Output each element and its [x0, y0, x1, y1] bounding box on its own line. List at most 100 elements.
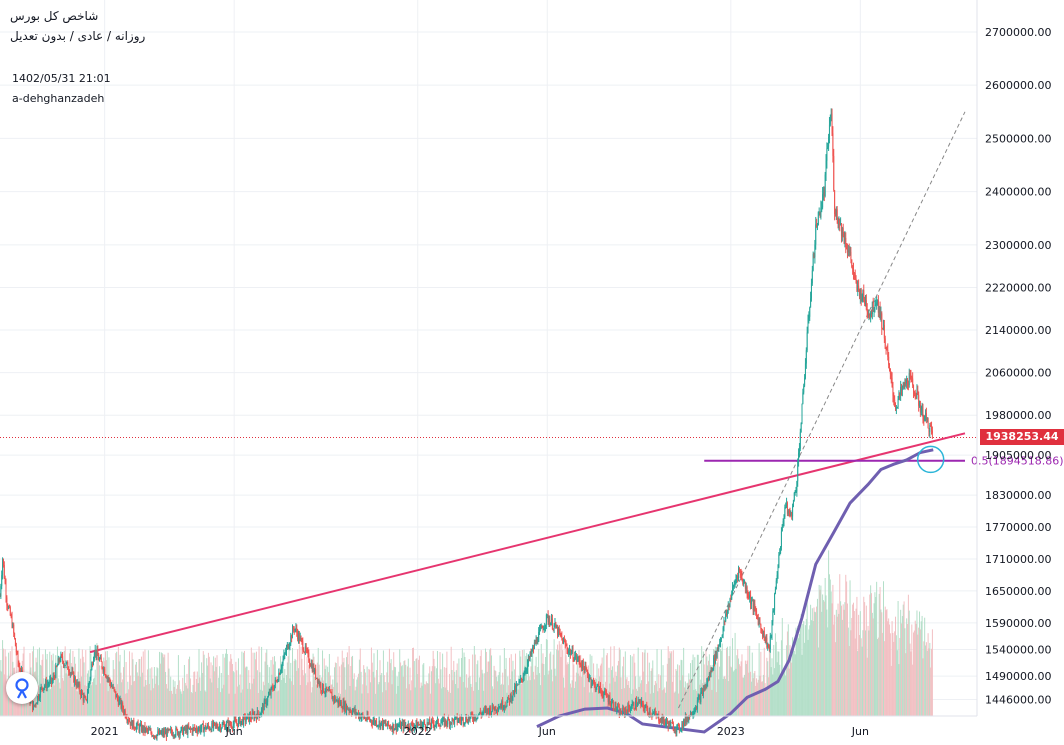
volume-bar: [533, 671, 535, 716]
volume-bar: [70, 662, 72, 716]
volume-bar: [407, 658, 409, 716]
volume-bar: [831, 603, 833, 716]
candle-body: [287, 644, 289, 649]
candle-body: [533, 642, 535, 649]
volume-bar: [351, 656, 353, 716]
volume-bar: [327, 666, 329, 716]
logo-button[interactable]: [6, 672, 38, 704]
candle-body: [501, 701, 503, 709]
y-tick-label: 1490000.00: [985, 670, 1051, 683]
candle-body: [524, 671, 526, 676]
candle-body: [448, 718, 450, 721]
volume-bar: [353, 673, 355, 716]
volume-bar: [484, 673, 486, 716]
volume-bar: [72, 650, 74, 716]
candle-body: [794, 491, 796, 494]
volume-bar: [576, 660, 578, 716]
candle-body: [773, 610, 775, 612]
volume-bar: [334, 667, 336, 716]
candle-body: [198, 727, 200, 730]
candle-body: [400, 722, 402, 729]
volume-bar: [869, 594, 871, 716]
candle-body: [573, 659, 575, 661]
candle-body: [551, 618, 553, 629]
candle-body: [481, 712, 483, 716]
volume-bar: [617, 665, 619, 716]
candle-body: [291, 635, 293, 639]
candle-body: [197, 729, 199, 733]
volume-bar: [866, 657, 868, 716]
candle-body: [885, 348, 887, 350]
volume-bar: [840, 605, 842, 716]
dashed-line[interactable]: [678, 111, 966, 709]
volume-bar: [895, 616, 897, 716]
candle-body: [366, 714, 368, 720]
candle-body: [345, 702, 347, 712]
candle-body: [225, 722, 227, 728]
volume-bar: [751, 652, 753, 716]
volume-bar: [419, 687, 421, 716]
candle-body: [301, 638, 303, 642]
volume-bar: [718, 679, 720, 716]
candle-body: [571, 649, 573, 653]
volume-bar: [568, 664, 570, 716]
volume-bar: [820, 585, 822, 716]
candle-body: [261, 705, 263, 709]
candle-body: [460, 718, 462, 722]
candle-body: [816, 225, 818, 228]
volume-bar: [386, 672, 388, 716]
volume-bar: [469, 676, 471, 716]
candle-body: [615, 702, 617, 710]
volume-bar: [392, 670, 394, 716]
candle-body: [820, 207, 822, 218]
candle-body: [423, 721, 425, 724]
candle-body: [298, 633, 300, 640]
candle-body: [81, 691, 83, 695]
volume-bar: [382, 650, 384, 716]
candle-body: [543, 627, 545, 631]
candle-body: [113, 687, 115, 690]
candle-body: [654, 711, 656, 714]
candle-body: [804, 377, 806, 386]
y-tick-label: 2060000.00: [985, 367, 1051, 380]
volume-bar: [177, 684, 179, 716]
candle-body: [557, 628, 559, 636]
candle-body: [143, 725, 145, 732]
candle-body: [53, 676, 55, 678]
candle-body: [267, 695, 269, 698]
volume-bar: [711, 689, 713, 716]
volume-bar: [516, 683, 518, 716]
volume-bar: [142, 651, 144, 716]
volume-bar: [671, 651, 673, 716]
candle-body: [397, 726, 399, 728]
candle-body: [604, 690, 606, 694]
candle-body: [909, 373, 911, 375]
volume-bar: [861, 646, 863, 716]
trendline[interactable]: [89, 432, 966, 654]
volume-bar: [267, 682, 269, 716]
candle-body: [907, 384, 909, 386]
volume-bar: [377, 684, 379, 716]
candle-body: [298, 633, 300, 641]
candle-body: [647, 708, 649, 713]
volume-bar: [358, 659, 360, 716]
candle-body: [677, 724, 679, 726]
candle-body: [822, 194, 824, 208]
volume-bar: [134, 680, 136, 716]
candle-body: [178, 732, 180, 736]
candle-body: [565, 644, 567, 646]
volume-bar: [58, 682, 60, 716]
candle-body: [406, 725, 408, 728]
candle-body: [336, 699, 338, 701]
volume-bar: [931, 648, 933, 716]
volume-bar: [151, 667, 153, 716]
candle-body: [48, 683, 50, 685]
volume-bar: [914, 620, 916, 716]
volume-bar: [492, 688, 494, 716]
volume-bar: [211, 682, 213, 716]
candle-body: [613, 708, 615, 711]
highlight-circle[interactable]: [916, 445, 945, 474]
volume-bar: [825, 595, 827, 716]
volume-bar: [413, 661, 415, 716]
